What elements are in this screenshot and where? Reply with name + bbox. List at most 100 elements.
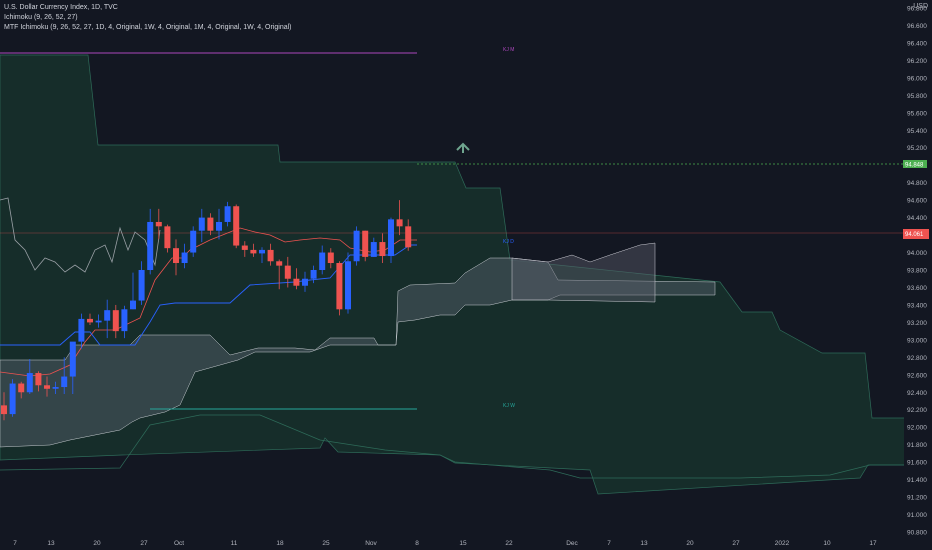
time-tick-label: 13 xyxy=(640,540,648,547)
time-tick-label: 15 xyxy=(459,540,467,547)
candle-body[interactable] xyxy=(95,320,102,323)
candle-body[interactable] xyxy=(138,270,145,301)
candle-body[interactable] xyxy=(9,383,16,415)
candle-body[interactable] xyxy=(121,309,128,332)
candle-body[interactable] xyxy=(370,242,377,257)
legend-symbol[interactable]: U.S. Dollar Currency Index, 1D, TVC xyxy=(4,4,118,11)
candle-body[interactable] xyxy=(250,249,257,254)
candle-body[interactable] xyxy=(78,318,85,342)
candle-body[interactable] xyxy=(241,245,248,250)
chart-legend: U.S. Dollar Currency Index, 1D, TVC Ichi… xyxy=(4,3,292,33)
candle-body[interactable] xyxy=(112,310,119,332)
candle-body[interactable] xyxy=(198,217,205,231)
candle-body[interactable] xyxy=(173,248,179,264)
candle-body[interactable] xyxy=(164,226,171,249)
candle-body[interactable] xyxy=(224,206,231,222)
candlesticks xyxy=(1,200,412,421)
candle-body[interactable] xyxy=(362,230,369,257)
time-tick-label: 2022 xyxy=(775,540,790,547)
kj-w-label: KJ W xyxy=(503,403,515,409)
time-axis-ticks: 7 13 20 27 Oct 11 18 25 Nov 8 15 22 Dec 7 13 20 27 2022 10… xyxy=(13,540,877,547)
candle-body[interactable] xyxy=(284,265,291,279)
candle-body[interactable] xyxy=(35,373,42,386)
time-tick-label: 7 xyxy=(607,540,611,547)
price-axis[interactable] xyxy=(904,0,932,535)
candle-body[interactable] xyxy=(130,300,136,310)
candle-body[interactable] xyxy=(26,373,33,393)
price-tick-label: 92.600 xyxy=(907,372,927,379)
candle-body[interactable] xyxy=(293,278,300,286)
price-tick-label: 90.800 xyxy=(907,530,927,537)
time-tick-label: Nov xyxy=(365,540,377,547)
last-price-label: 94.061 xyxy=(905,232,924,238)
candle-body[interactable] xyxy=(379,242,386,257)
time-tick-label: 27 xyxy=(732,540,740,547)
time-tick-label: 11 xyxy=(231,540,238,547)
time-tick-label: 17 xyxy=(869,540,877,547)
candle-body[interactable] xyxy=(207,217,214,231)
candle-body[interactable] xyxy=(44,385,50,389)
price-tick-label: 95.400 xyxy=(907,128,927,135)
price-tick-label: 91.400 xyxy=(907,477,927,484)
candle-body[interactable] xyxy=(155,221,162,227)
price-tick-label: 95.800 xyxy=(907,93,927,100)
up-arrow-icon xyxy=(456,142,470,153)
price-tick-label: 94.000 xyxy=(907,250,927,257)
legend-mtf-ichimoku[interactable]: MTF Ichimoku (9, 26, 52, 27, 1D, 4, Orig… xyxy=(4,24,292,31)
weekly-lower-band xyxy=(0,414,932,479)
time-tick-label: 8 xyxy=(415,540,419,547)
candle-body[interactable] xyxy=(181,252,188,264)
price-tick-label: 94.600 xyxy=(907,198,927,205)
candle-body[interactable] xyxy=(87,318,93,323)
candle-body[interactable] xyxy=(69,341,76,377)
candle-body[interactable] xyxy=(259,249,265,254)
candle-body[interactable] xyxy=(147,221,154,270)
time-tick-label: 18 xyxy=(276,540,284,547)
kijun-price-badge xyxy=(903,160,927,168)
candle-body[interactable] xyxy=(396,219,403,227)
time-axis[interactable] xyxy=(0,535,932,550)
candle-body[interactable] xyxy=(310,270,317,279)
weekly-cloud xyxy=(0,257,716,448)
last-price-badge xyxy=(903,229,929,239)
price-tick-label: 92.400 xyxy=(907,390,927,397)
tenkan-line xyxy=(0,227,417,377)
price-tick-label: 91.600 xyxy=(907,460,927,467)
price-tick-label: 91.200 xyxy=(907,495,927,502)
candle-body[interactable] xyxy=(302,278,308,286)
candle-body[interactable] xyxy=(319,252,326,270)
candle-body[interactable] xyxy=(61,376,68,388)
candle-body[interactable] xyxy=(327,252,334,264)
chikou-span xyxy=(0,197,161,273)
price-tick-label: 91.000 xyxy=(907,512,927,519)
price-tick-label: 96.800 xyxy=(907,6,927,13)
price-tick-label: 92.200 xyxy=(907,407,927,414)
time-tick-label: 25 xyxy=(322,540,330,547)
price-tick-label: 94.400 xyxy=(907,215,927,222)
kj-d-label: KJ D xyxy=(503,239,514,245)
candle-body[interactable] xyxy=(216,221,222,231)
candle-body[interactable] xyxy=(276,261,283,266)
candle-body[interactable] xyxy=(267,249,274,262)
candle-body[interactable] xyxy=(190,230,197,253)
legend-ichimoku[interactable]: Ichimoku (9, 26, 52, 27) xyxy=(4,14,78,21)
time-tick-label: 7 xyxy=(13,540,17,547)
candle-body[interactable] xyxy=(405,226,412,248)
time-tick-label: Dec xyxy=(566,540,578,547)
candle-body[interactable] xyxy=(52,387,59,389)
time-tick-label: 27 xyxy=(140,540,148,547)
currency-label: USD xyxy=(913,3,928,10)
candle-body[interactable] xyxy=(353,230,360,262)
candle-body[interactable] xyxy=(388,219,394,257)
candle-body[interactable] xyxy=(18,383,25,393)
time-tick-label: 22 xyxy=(505,540,513,547)
candle-body[interactable] xyxy=(1,405,7,415)
price-tick-label: 92.800 xyxy=(907,355,927,362)
candle-body[interactable] xyxy=(104,310,111,321)
price-tick-label: 96.200 xyxy=(907,58,927,65)
candle-body[interactable] xyxy=(345,261,351,310)
candle-body[interactable] xyxy=(233,206,240,246)
candle-body[interactable] xyxy=(336,263,343,310)
time-tick-label: 20 xyxy=(93,540,101,547)
